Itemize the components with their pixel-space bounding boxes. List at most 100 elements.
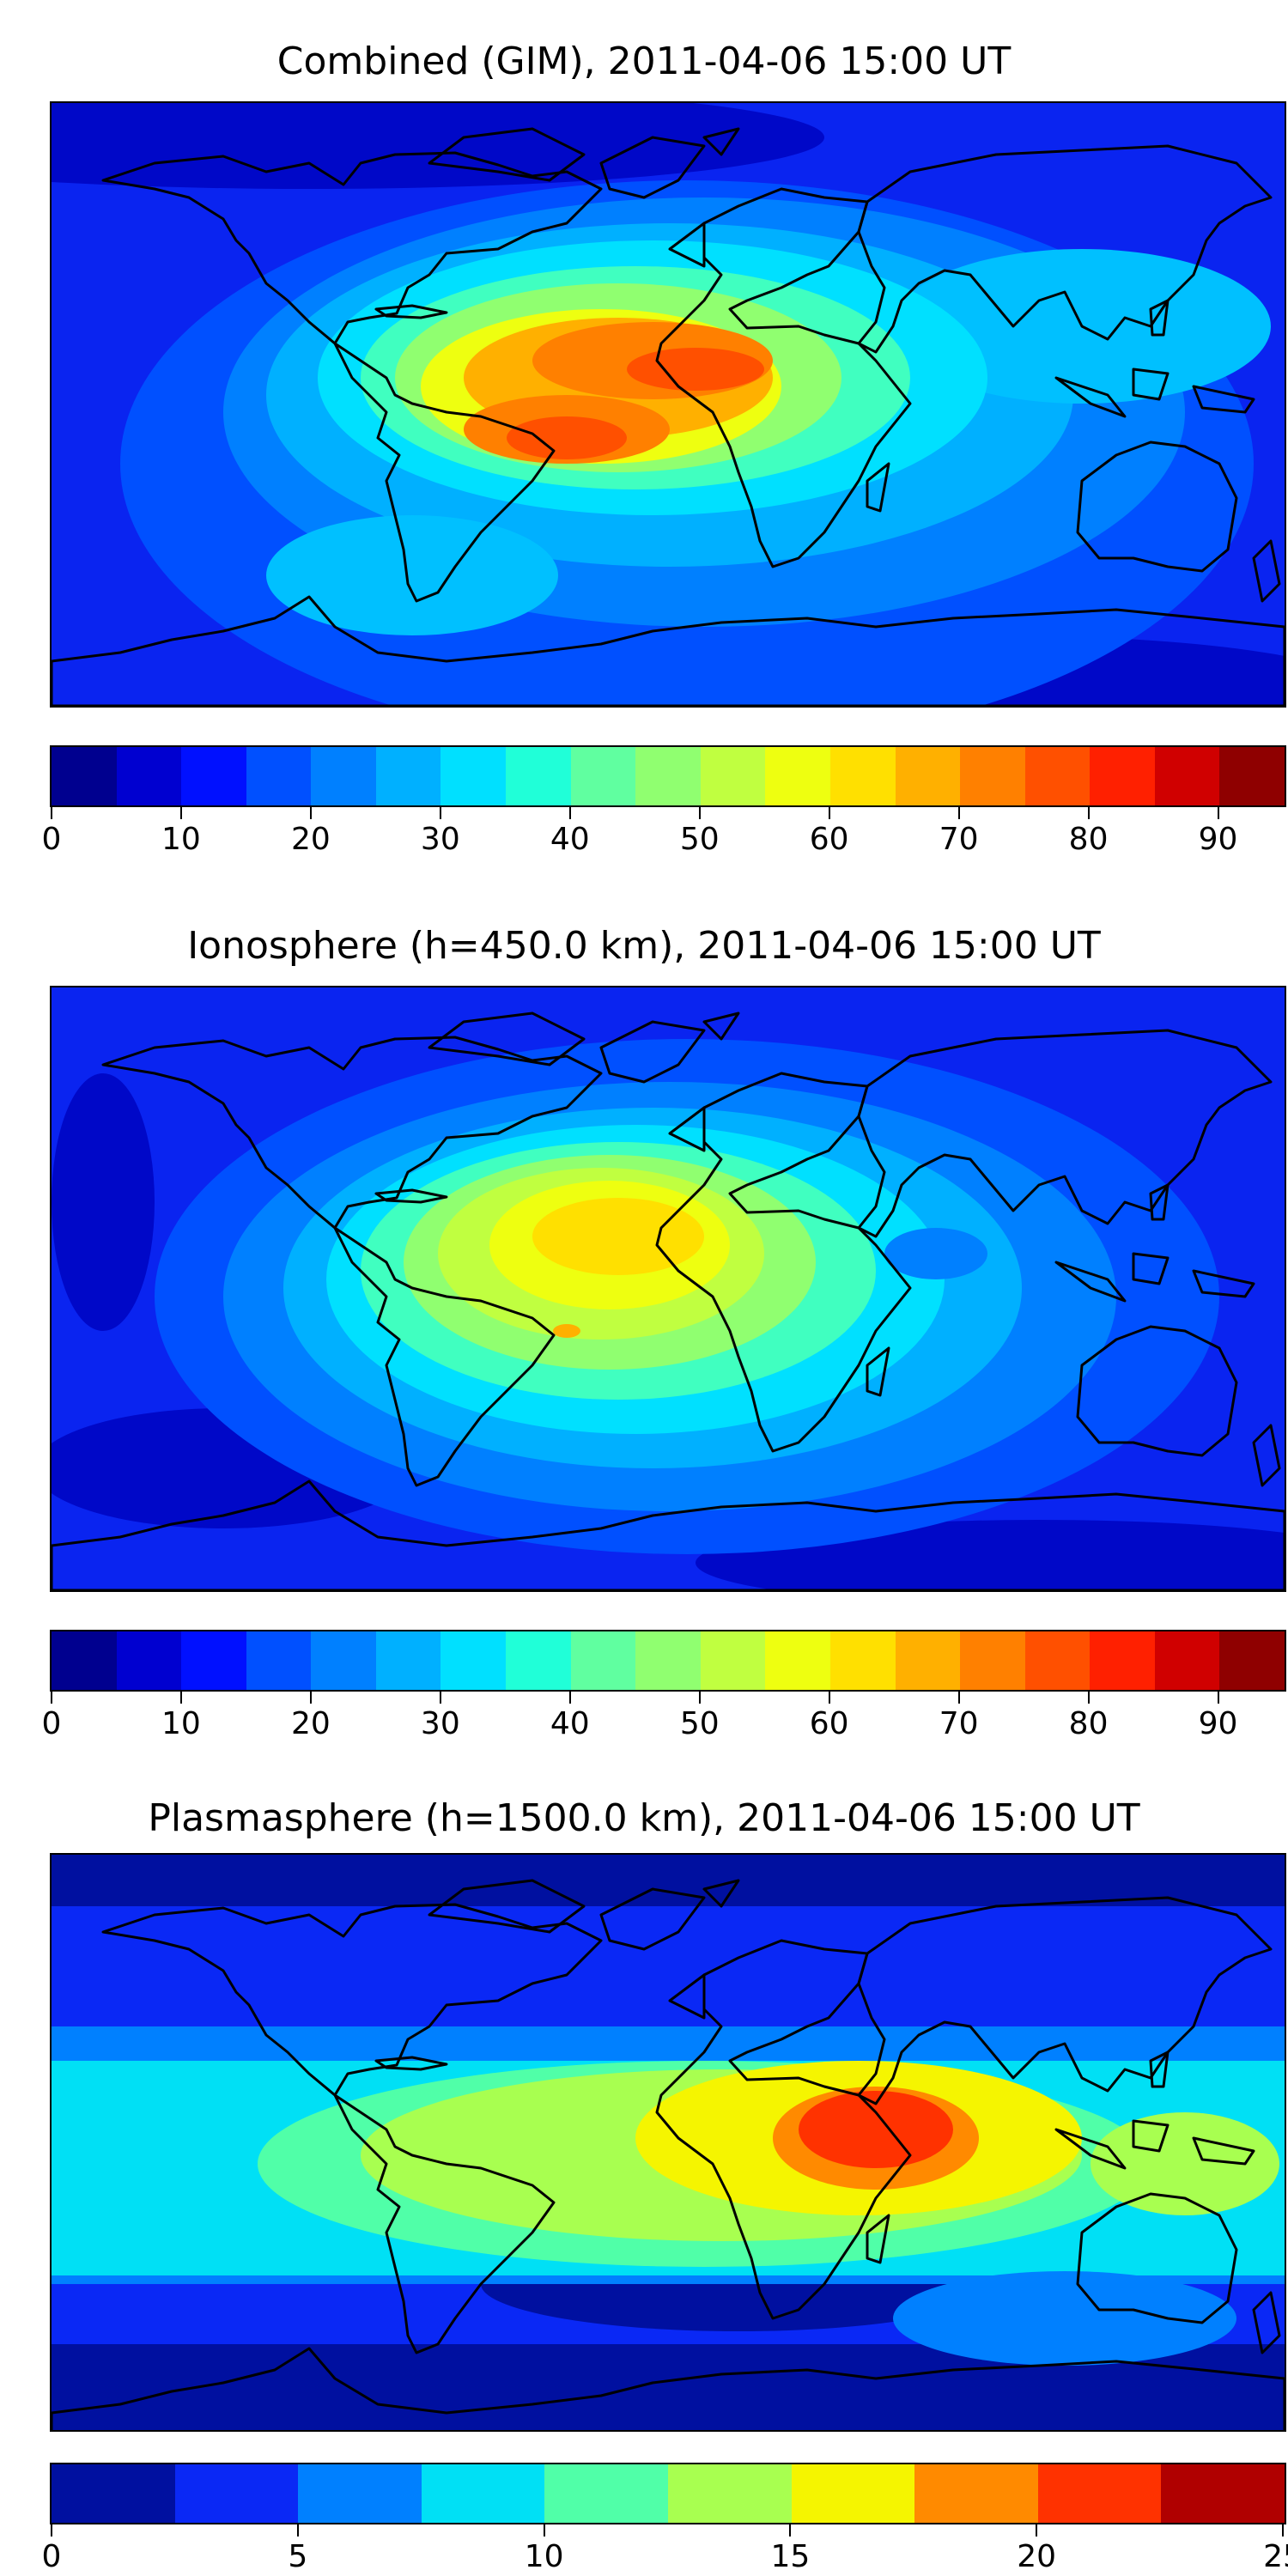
colorbar-tick-label: 60	[809, 1706, 849, 1741]
panel-3-colorbar	[50, 2463, 1286, 2524]
colorbar-segment	[1090, 1631, 1155, 1690]
colorbar-segment	[52, 2464, 175, 2523]
panel-1-colorbar-ticks: 0 10 20 30 40 50 60 70 80 90	[42, 807, 1283, 859]
colorbar-segment	[829, 1631, 896, 1690]
panel-1-title: Combined (GIM), 2011-04-06 15:00 UT	[276, 39, 1012, 83]
colorbar-segment	[1154, 1631, 1220, 1690]
colorbar-segment	[116, 747, 182, 805]
colorbar-segment	[181, 747, 246, 805]
colorbar-tick-label: 30	[420, 822, 460, 857]
panel-3-title: Plasmasphere (h=1500.0 km), 2011-04-06 1…	[148, 1796, 1140, 1840]
colorbar-tick	[1087, 807, 1090, 819]
colorbar-segment	[1161, 2464, 1285, 2523]
colorbar-segment	[544, 2464, 668, 2523]
colorbar-tick-label: 25	[1263, 2539, 1288, 2574]
colorbar-segment	[791, 2464, 915, 2523]
colorbar-tick-label: 80	[1068, 1706, 1109, 1741]
colorbar-tick	[957, 807, 960, 819]
colorbar-tick	[957, 1692, 960, 1704]
colorbar-tick-label: 50	[679, 822, 720, 857]
colorbar-segment	[311, 747, 376, 805]
panel-3-colorbar-ticks: 0 5 10 15 20 25	[42, 2524, 1288, 2576]
colorbar-tick	[179, 1692, 182, 1704]
colorbar-tick-label: 5	[288, 2539, 308, 2574]
colorbar-segment	[246, 1631, 312, 1690]
panel-2-map	[50, 986, 1286, 1592]
colorbar-segment	[52, 747, 117, 805]
colorbar-tick	[1217, 1692, 1219, 1704]
colorbar-segment	[895, 747, 961, 805]
colorbar-segment	[52, 1631, 117, 1690]
colorbar-segment	[116, 1631, 182, 1690]
colorbar-segment	[440, 1631, 507, 1690]
colorbar-tick-label: 80	[1068, 822, 1109, 857]
colorbar-segment	[311, 1631, 376, 1690]
colorbar-segment	[667, 2464, 792, 2523]
colorbar-tick	[789, 2524, 792, 2537]
colorbar-tick	[543, 2524, 545, 2537]
colorbar-segment	[440, 747, 507, 805]
colorbar-tick-label: 0	[41, 2539, 62, 2574]
colorbar-segment	[960, 1631, 1025, 1690]
colorbar-tick-label: 15	[770, 2539, 811, 2574]
colorbar-tick-label: 70	[939, 822, 979, 857]
colorbar-segment	[1219, 1631, 1285, 1690]
colorbar-tick	[1087, 1692, 1090, 1704]
panel-2-title: Ionosphere (h=450.0 km), 2011-04-06 15:0…	[187, 924, 1101, 968]
colorbar-segment	[421, 2464, 545, 2523]
colorbar-tick	[51, 807, 52, 819]
panel-2-colorbar-ticks: 0 10 20 30 40 50 60 70 80 90	[42, 1692, 1283, 1743]
colorbar-tick	[439, 807, 441, 819]
colorbar-segment	[829, 747, 896, 805]
colorbar-tick	[568, 807, 571, 819]
colorbar-segment	[181, 1631, 246, 1690]
colorbar-segment	[298, 2464, 422, 2523]
colorbar-segment	[506, 747, 571, 805]
colorbar-tick	[828, 807, 830, 819]
colorbar-tick-label: 10	[161, 1706, 201, 1741]
colorbar-segment	[1024, 1631, 1091, 1690]
colorbar-tick	[179, 807, 182, 819]
colorbar-segment	[765, 1631, 830, 1690]
colorbar-tick-label: 70	[939, 1706, 979, 1741]
colorbar-tick	[1217, 807, 1219, 819]
colorbar-tick	[568, 1692, 571, 1704]
colorbar-tick-label: 90	[1198, 1706, 1238, 1741]
colorbar-tick-label: 10	[524, 2539, 564, 2574]
colorbar-segment	[570, 1631, 636, 1690]
colorbar-tick-label: 20	[1017, 2539, 1057, 2574]
colorbar-tick-label: 20	[290, 1706, 331, 1741]
panel-2-colorbar	[50, 1630, 1286, 1692]
colorbar-segment	[375, 747, 441, 805]
colorbar-tick-label: 60	[809, 822, 849, 857]
colorbar-tick-label: 10	[161, 822, 201, 857]
colorbar-segment	[700, 747, 766, 805]
colorbar-tick-label: 50	[679, 1706, 720, 1741]
colorbar-segment	[914, 2464, 1038, 2523]
panel-1-colorbar	[50, 745, 1286, 807]
colorbar-segment	[635, 1631, 701, 1690]
colorbar-segment	[174, 2464, 299, 2523]
colorbar-tick	[1036, 2524, 1038, 2537]
colorbar-tick-label: 90	[1198, 822, 1238, 857]
colorbar-segment	[570, 747, 636, 805]
colorbar-segment	[635, 747, 701, 805]
colorbar-tick	[296, 2524, 299, 2537]
colorbar-segment	[700, 1631, 766, 1690]
colorbar-segment	[765, 747, 830, 805]
colorbar-tick-label: 40	[550, 822, 590, 857]
colorbar-tick-label: 30	[420, 1706, 460, 1741]
colorbar-segment	[960, 747, 1025, 805]
colorbar-tick-label: 20	[290, 822, 331, 857]
colorbar-segment	[1219, 747, 1285, 805]
colorbar-tick-label: 0	[41, 822, 62, 857]
colorbar-tick	[309, 1692, 312, 1704]
colorbar-tick	[828, 1692, 830, 1704]
colorbar-segment	[375, 1631, 441, 1690]
colorbar-tick	[309, 807, 312, 819]
colorbar-segment	[1037, 2464, 1162, 2523]
colorbar-segment	[1090, 747, 1155, 805]
colorbar-tick	[51, 2524, 52, 2537]
colorbar-segment	[506, 1631, 571, 1690]
colorbar-tick	[1282, 2524, 1284, 2537]
